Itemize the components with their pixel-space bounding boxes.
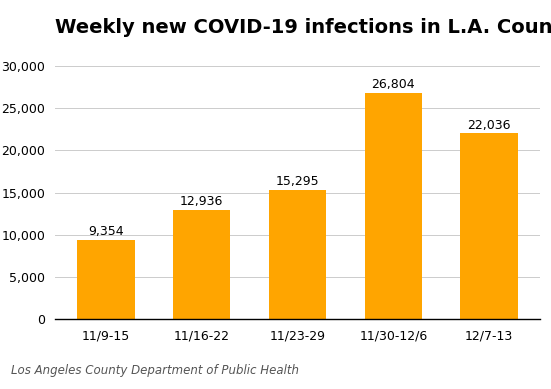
Text: 22,036: 22,036	[467, 119, 511, 131]
Bar	[77, 240, 134, 319]
Bar	[173, 210, 230, 319]
Bar	[269, 190, 326, 319]
Text: 26,804: 26,804	[371, 78, 415, 91]
Text: Los Angeles County Department of Public Health: Los Angeles County Department of Public …	[11, 364, 299, 377]
Text: 15,295: 15,295	[276, 175, 320, 188]
Text: Weekly new COVID-19 infections in L.A. County: Weekly new COVID-19 infections in L.A. C…	[55, 18, 551, 37]
Bar	[365, 93, 422, 319]
Bar	[461, 133, 518, 319]
Text: 12,936: 12,936	[180, 195, 223, 208]
Text: 9,354: 9,354	[88, 226, 124, 238]
